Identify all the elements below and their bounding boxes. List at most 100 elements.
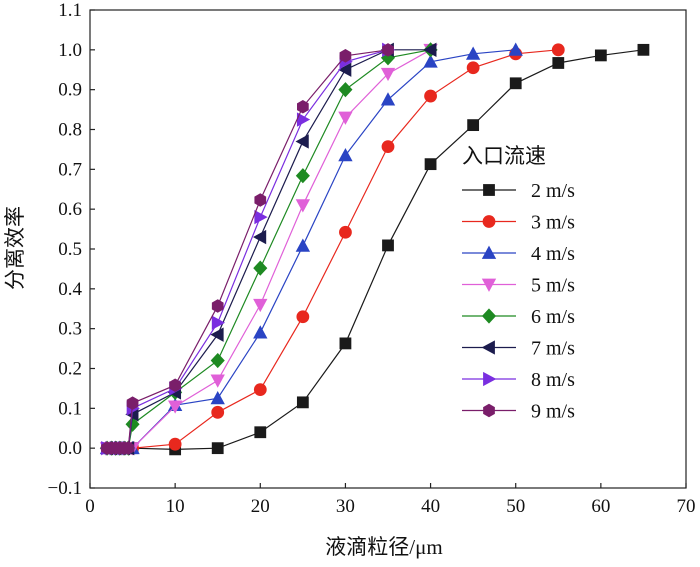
y-tick-label: 0.1 [58,398,82,419]
data-point [339,337,352,350]
x-tick-label: 0 [85,496,95,517]
legend-marker [481,340,495,355]
data-point [210,374,225,388]
data-point [295,238,311,252]
legend-item: 5 m/s [462,275,575,297]
data-point [423,42,437,58]
legend-marker [481,245,497,259]
y-tick-label: 0.5 [58,239,82,260]
data-point [253,298,268,313]
x-axis-title: 液滴粒径/μm [325,535,442,559]
data-point [467,119,480,132]
legend-marker [483,184,495,196]
data-point [552,57,565,69]
data-point [423,54,438,68]
legend-item: 2 m/s [462,180,575,202]
data-point [380,67,396,82]
legend-label: 2 m/s [531,180,575,202]
data-point [295,199,311,213]
y-tick-label: 0.6 [58,199,82,220]
data-point [594,49,607,62]
legend-label: 3 m/s [531,212,575,234]
x-tick-label: 30 [336,496,355,517]
legend-marker [483,371,497,387]
data-point [125,416,140,432]
data-point [210,352,225,369]
y-tick-label: 0.2 [58,359,82,380]
x-tick-label: 40 [421,496,440,517]
legend-item: 8 m/s [462,369,575,391]
data-point [254,193,267,207]
data-point [382,43,394,57]
data-point [295,134,309,149]
x-tick-label: 70 [677,496,696,517]
series-8ms [101,42,396,456]
legend-marker [483,403,495,418]
y-tick-label: 0.3 [58,319,82,340]
data-point [381,140,395,154]
x-tick-label: 60 [591,496,610,517]
data-point [295,168,310,184]
axes-layer: 0 10 20 30 40 50 60 70 −0.1 0.0 0.1 0.2 0.3 0.4 0.5 0.6… [48,0,696,517]
y-tick-label: 0.9 [58,80,82,101]
legend-title: 入口流速 [462,144,546,168]
y-tick-label: 1.1 [58,0,82,21]
data-point [338,82,353,98]
data-point [253,260,268,276]
y-tick-label: 0.8 [58,120,82,141]
data-point [424,89,437,103]
data-point [296,310,310,324]
data-point [210,391,225,405]
data-point [122,441,135,455]
data-point [424,158,437,171]
legend-layer: 入口流速 2 m/s 3 m/s 4 m/s 5 m/s 6 m/s 7 m/s 8 m/s 9… [462,144,575,423]
legend-item: 6 m/s [462,306,575,328]
series-9ms [101,43,394,455]
y-tick-label: 0.4 [58,279,82,300]
series-layer [99,42,650,456]
data-point [380,92,396,106]
data-point [169,378,182,392]
legend-label: 6 m/s [531,306,575,328]
data-point [509,77,522,90]
legend-marker [481,308,497,324]
data-point [296,100,309,114]
legend-marker [482,215,496,228]
y-tick-label: 1.0 [58,40,82,61]
data-point [637,43,650,56]
data-point [339,225,352,239]
y-tick-label: 0.0 [58,438,82,459]
y-tick-label: −0.1 [48,478,82,499]
data-point [211,315,226,330]
data-point [210,327,224,342]
data-point [382,239,394,252]
data-point [338,62,352,77]
data-point [211,405,225,419]
data-point [211,299,224,313]
legend-item: 3 m/s [462,212,575,234]
data-point [551,43,565,57]
legend-label: 5 m/s [531,275,575,297]
data-point [253,383,267,397]
data-point [211,442,224,455]
series-4ms [99,42,523,455]
y-tick-label: 0.7 [58,159,82,180]
series-line [107,49,431,449]
data-point [168,437,182,451]
data-point [296,396,309,409]
legend-label: 9 m/s [531,401,575,423]
data-point [465,46,481,60]
data-point [253,325,268,339]
legend-item: 7 m/s [462,338,575,360]
x-tick-label: 10 [166,496,185,517]
legend-item: 9 m/s [462,401,575,423]
legend-label: 4 m/s [531,243,575,265]
data-point [466,61,480,75]
y-axis-title: 分离效率 [3,206,27,290]
data-point [338,111,353,125]
legend-label: 7 m/s [531,338,575,360]
x-tick-label: 50 [506,496,525,517]
x-tick-label: 20 [251,496,270,517]
legend-label: 8 m/s [531,369,575,391]
